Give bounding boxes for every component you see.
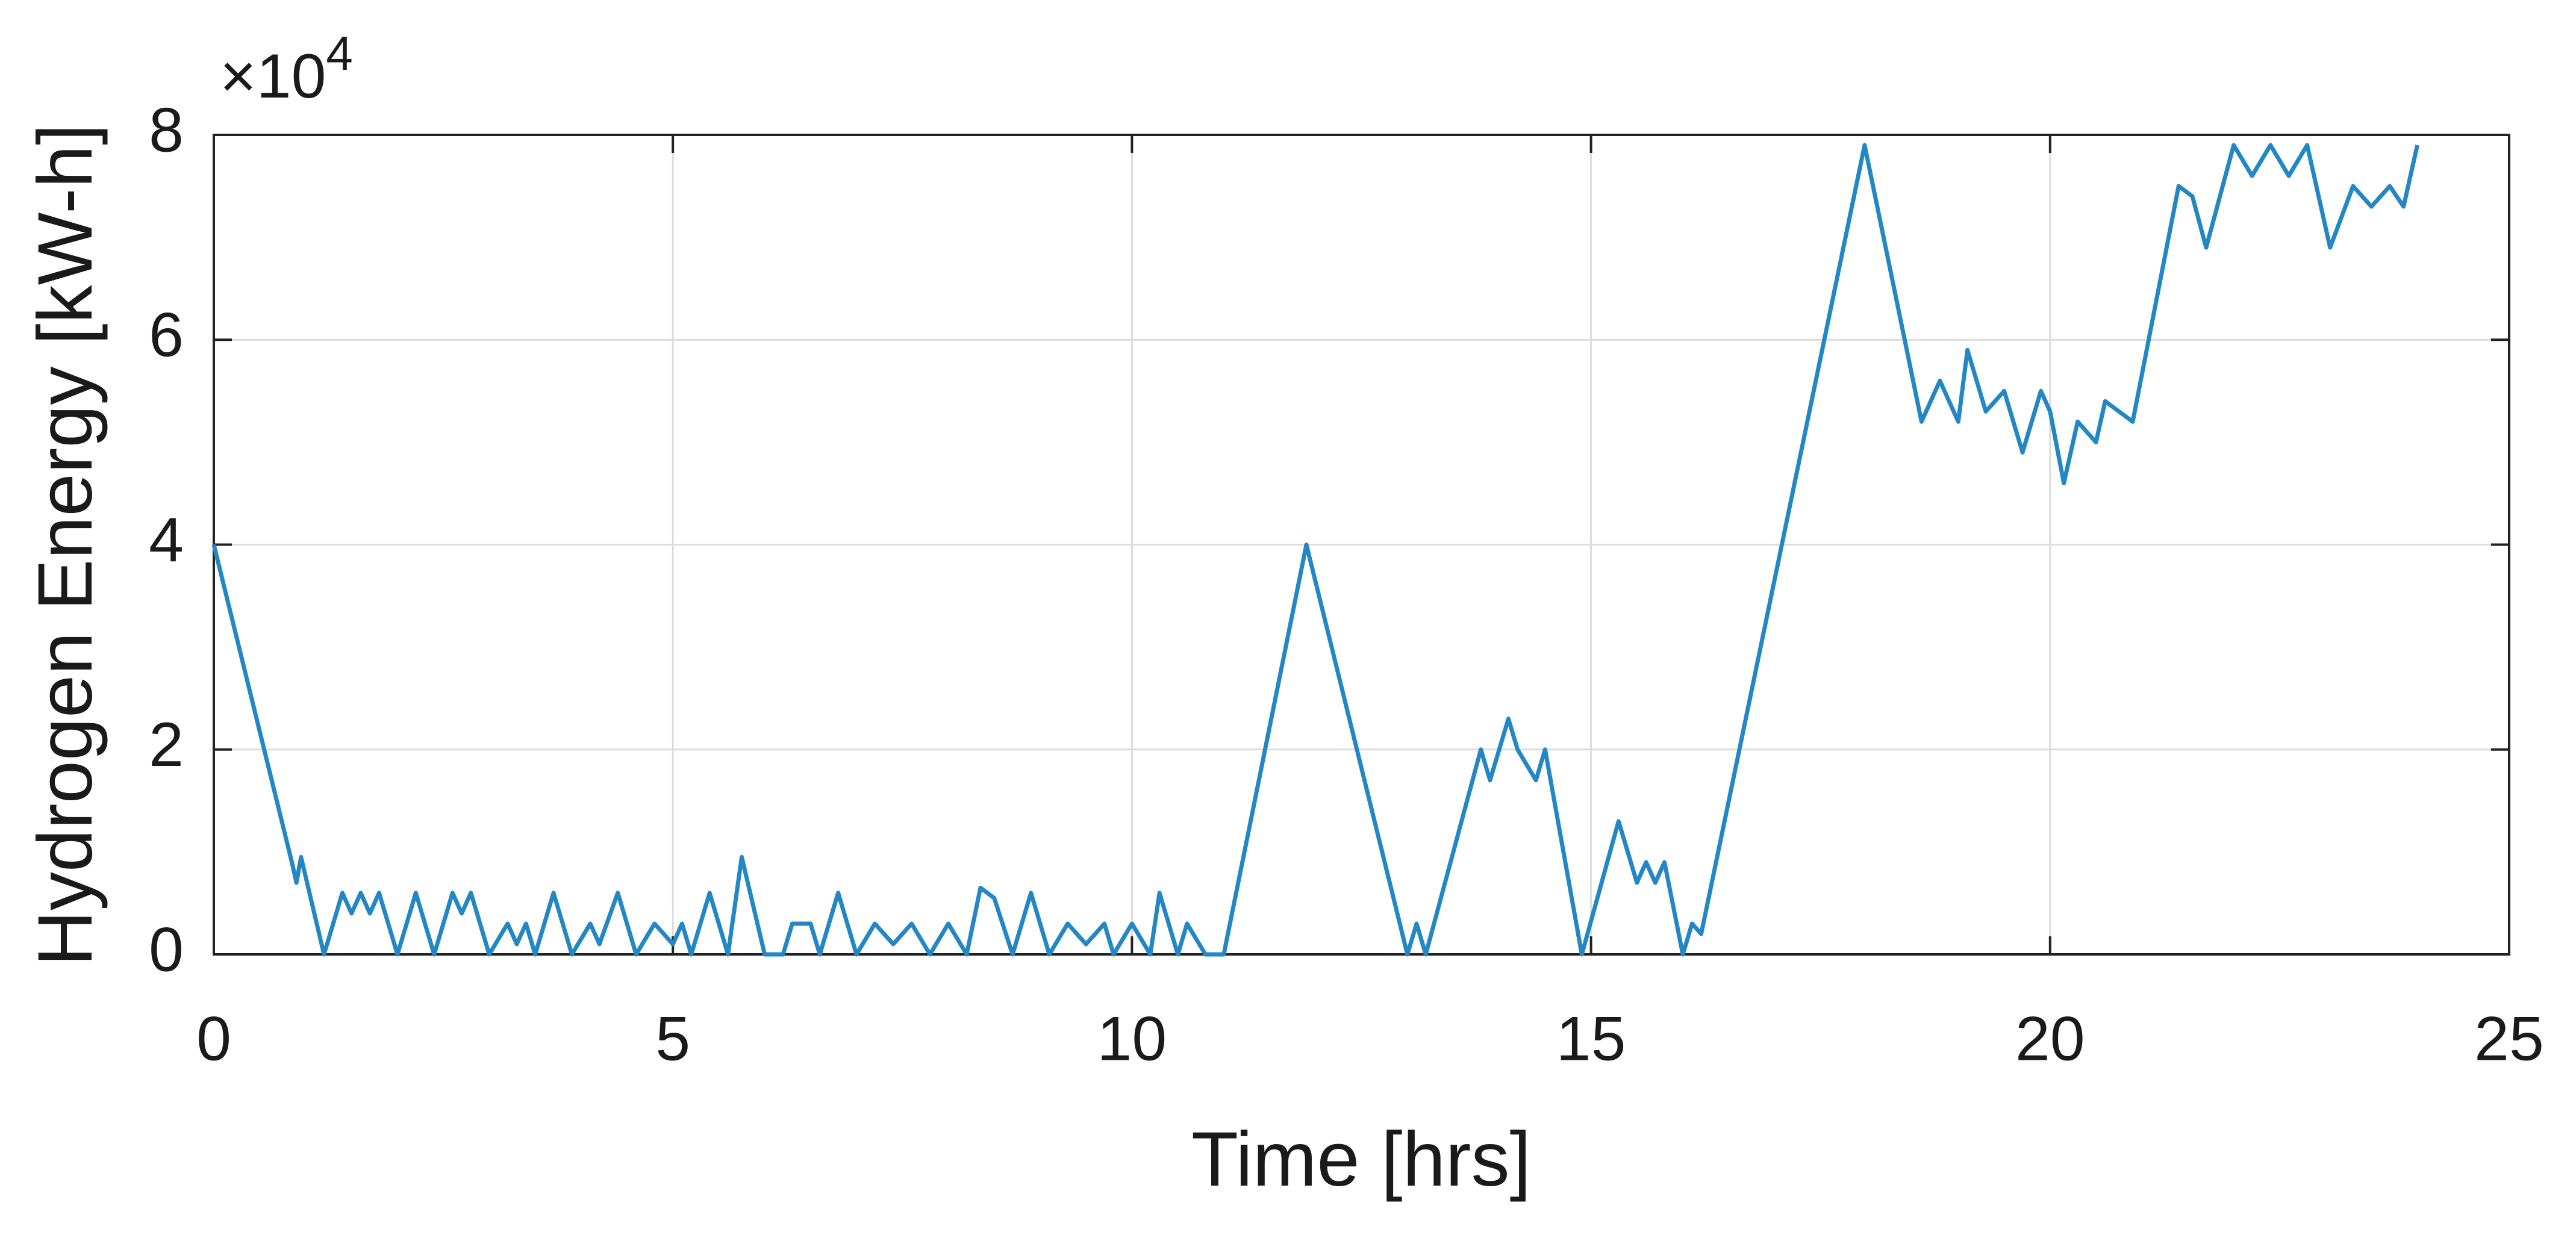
y-tick-label: 4 bbox=[149, 505, 184, 575]
data-line bbox=[211, 143, 2419, 957]
x-tick-label: 10 bbox=[1097, 1004, 1167, 1074]
y-tick-label: 6 bbox=[149, 300, 184, 370]
y-multiplier-base: ×10 bbox=[220, 42, 326, 111]
y-tick-label: 8 bbox=[149, 95, 184, 165]
x-tick-label: 0 bbox=[196, 1004, 231, 1074]
y-tick-label: 0 bbox=[149, 915, 184, 984]
x-tick-label: 25 bbox=[2474, 1004, 2544, 1074]
y-axis-label: Hydrogen Energy [kW-h] bbox=[22, 123, 108, 966]
x-axis-label: Time [hrs] bbox=[1191, 1116, 1531, 1202]
y-multiplier-exponent: 4 bbox=[326, 26, 353, 80]
x-tick-label: 5 bbox=[655, 1004, 690, 1074]
x-tick-label: 20 bbox=[2015, 1004, 2085, 1074]
x-tick-label: 15 bbox=[1556, 1004, 1626, 1074]
y-multiplier: ×104 bbox=[220, 26, 353, 111]
y-tick-label: 2 bbox=[149, 710, 184, 780]
